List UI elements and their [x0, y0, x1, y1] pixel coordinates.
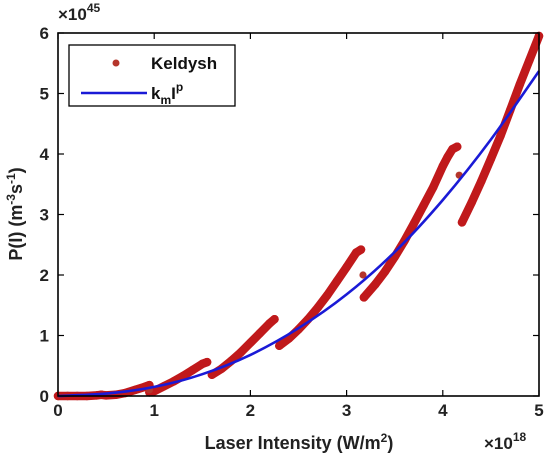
keldysh-point — [438, 161, 447, 171]
x-multiplier: ×1018 — [484, 430, 527, 453]
x-tick-label: 0 — [53, 401, 62, 420]
keldysh-point — [525, 56, 534, 65]
keldysh-point — [275, 341, 284, 350]
keldysh-point — [255, 328, 265, 338]
legend-keldysh-marker — [112, 59, 120, 67]
keldysh-point — [453, 142, 462, 151]
y-tick-label: 6 — [40, 24, 49, 43]
y-tick-label: 0 — [40, 387, 49, 406]
legend-box — [68, 44, 236, 107]
keldysh-point — [342, 262, 351, 272]
y-multiplier: ×1045 — [58, 1, 101, 24]
y-tick-label: 5 — [40, 85, 49, 104]
keldysh-point — [359, 271, 367, 279]
keldysh-point — [380, 267, 390, 276]
y-tick-label: 2 — [40, 266, 49, 285]
x-tick-label: 1 — [149, 401, 158, 420]
keldysh-marker-band — [457, 31, 544, 227]
axes-frame — [57, 32, 540, 397]
fit-line — [57, 70, 541, 398]
y-tick-label: 4 — [40, 145, 50, 164]
keldysh-point — [332, 276, 342, 286]
legend-fit-label: kmIp — [151, 80, 183, 107]
plot-area: 0 1 2 3 4 5 0 1 2 3 4 5 6 — [40, 24, 544, 420]
keldysh-point — [270, 315, 279, 324]
legend-keldysh-label: Keldysh — [151, 54, 217, 73]
keldysh-point — [236, 348, 245, 357]
keldysh-point — [457, 218, 467, 227]
keldysh-point — [419, 201, 428, 210]
y-tick-label: 1 — [40, 327, 49, 346]
keldysh-point — [202, 357, 212, 367]
y-axis-label: P(I) (m-3s-1) — [4, 167, 26, 260]
keldysh-point — [467, 198, 476, 207]
x-tick-label: 3 — [342, 401, 351, 420]
y-tick-label: 3 — [40, 206, 49, 225]
keldysh-point — [359, 293, 369, 302]
keldysh-point — [246, 338, 255, 347]
keldysh-marker-band — [275, 245, 366, 351]
keldysh-point — [496, 131, 505, 141]
x-axis-label: Laser Intensity (W/m2) — [205, 431, 394, 453]
keldysh-point — [356, 245, 366, 254]
keldysh-point — [477, 177, 486, 186]
keldysh-marker-band — [145, 357, 212, 397]
keldysh-point — [429, 183, 438, 192]
x-tick-label: 4 — [438, 401, 448, 420]
legend: Keldysh kmIp — [68, 44, 236, 107]
keldysh-point — [515, 80, 524, 89]
keldysh-point — [409, 219, 419, 228]
keldysh-point — [313, 303, 322, 312]
keldysh-point — [188, 365, 197, 375]
keldysh-point — [443, 152, 452, 162]
keldysh-point — [178, 371, 188, 381]
keldysh-point — [486, 154, 496, 163]
x-tick-label: 5 — [534, 401, 543, 420]
keldysh-point — [371, 279, 380, 289]
keldysh-point — [323, 290, 332, 300]
x-tick-label: 2 — [246, 401, 255, 420]
